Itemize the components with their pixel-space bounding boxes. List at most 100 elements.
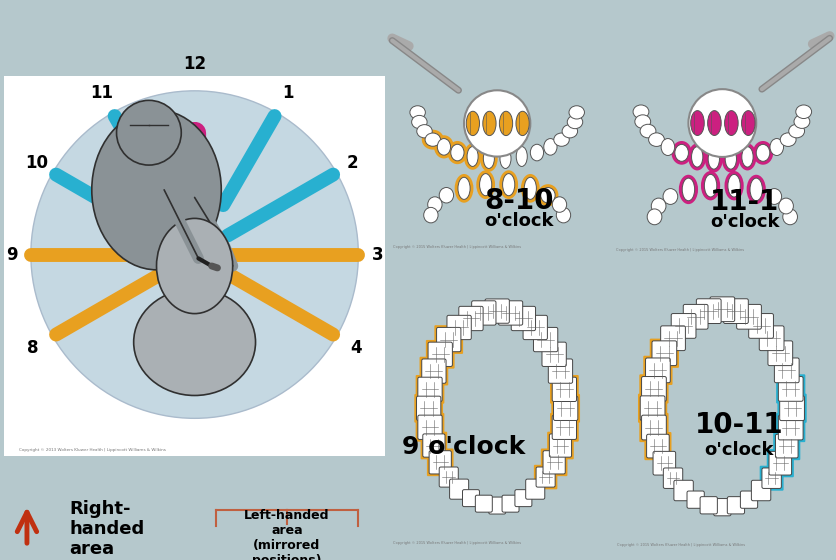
FancyBboxPatch shape bbox=[535, 467, 554, 487]
Text: Right-
handed
area: Right- handed area bbox=[69, 500, 145, 558]
Text: 8: 8 bbox=[28, 339, 38, 357]
FancyBboxPatch shape bbox=[472, 301, 496, 325]
Ellipse shape bbox=[457, 178, 470, 199]
FancyBboxPatch shape bbox=[542, 342, 566, 366]
Ellipse shape bbox=[782, 209, 797, 225]
FancyBboxPatch shape bbox=[426, 340, 454, 368]
Ellipse shape bbox=[515, 111, 528, 136]
Ellipse shape bbox=[427, 197, 441, 212]
Ellipse shape bbox=[646, 209, 661, 225]
FancyBboxPatch shape bbox=[644, 432, 670, 460]
Ellipse shape bbox=[416, 125, 431, 138]
Text: Copyright © 2015 Wolters Kluwer Health | Lippincott Williams & Wilkins: Copyright © 2015 Wolters Kluwer Health |… bbox=[393, 541, 521, 545]
FancyBboxPatch shape bbox=[416, 396, 441, 421]
Text: 4: 4 bbox=[350, 339, 362, 357]
FancyBboxPatch shape bbox=[552, 415, 576, 440]
FancyBboxPatch shape bbox=[415, 413, 444, 442]
FancyBboxPatch shape bbox=[417, 377, 441, 402]
Ellipse shape bbox=[632, 105, 648, 119]
Ellipse shape bbox=[502, 174, 514, 195]
FancyBboxPatch shape bbox=[673, 480, 692, 501]
Text: o'clock: o'clock bbox=[484, 212, 553, 230]
Ellipse shape bbox=[540, 188, 554, 203]
FancyBboxPatch shape bbox=[543, 451, 564, 474]
Text: Copyright © 2015 Wolters Kluwer Health | Lippincott Williams & Wilkins: Copyright © 2015 Wolters Kluwer Health |… bbox=[616, 543, 744, 547]
FancyBboxPatch shape bbox=[176, 274, 213, 312]
Text: 3: 3 bbox=[371, 246, 383, 264]
Ellipse shape bbox=[670, 141, 691, 165]
Ellipse shape bbox=[454, 174, 473, 203]
FancyBboxPatch shape bbox=[434, 325, 462, 354]
FancyBboxPatch shape bbox=[417, 415, 441, 440]
FancyBboxPatch shape bbox=[4, 76, 385, 456]
FancyBboxPatch shape bbox=[670, 314, 695, 338]
FancyBboxPatch shape bbox=[696, 299, 721, 324]
Ellipse shape bbox=[681, 178, 694, 200]
FancyBboxPatch shape bbox=[686, 491, 703, 508]
FancyBboxPatch shape bbox=[775, 374, 804, 404]
Ellipse shape bbox=[737, 143, 756, 170]
FancyBboxPatch shape bbox=[421, 359, 446, 383]
Ellipse shape bbox=[425, 133, 440, 146]
FancyBboxPatch shape bbox=[439, 467, 458, 487]
FancyBboxPatch shape bbox=[682, 305, 707, 329]
FancyBboxPatch shape bbox=[420, 432, 446, 459]
FancyBboxPatch shape bbox=[422, 434, 445, 457]
Ellipse shape bbox=[436, 138, 450, 155]
FancyBboxPatch shape bbox=[514, 489, 531, 507]
FancyBboxPatch shape bbox=[525, 479, 544, 499]
Ellipse shape bbox=[482, 111, 496, 136]
Ellipse shape bbox=[423, 207, 437, 223]
Ellipse shape bbox=[700, 171, 719, 200]
FancyBboxPatch shape bbox=[475, 495, 492, 512]
Ellipse shape bbox=[741, 147, 752, 167]
FancyBboxPatch shape bbox=[640, 396, 664, 421]
Ellipse shape bbox=[704, 174, 716, 197]
FancyBboxPatch shape bbox=[643, 356, 672, 385]
FancyBboxPatch shape bbox=[777, 376, 802, 402]
Ellipse shape bbox=[421, 130, 443, 150]
FancyBboxPatch shape bbox=[645, 358, 670, 382]
Ellipse shape bbox=[439, 188, 453, 203]
Ellipse shape bbox=[476, 170, 494, 199]
Ellipse shape bbox=[466, 111, 479, 136]
Ellipse shape bbox=[499, 170, 517, 199]
FancyBboxPatch shape bbox=[429, 451, 451, 474]
FancyBboxPatch shape bbox=[436, 328, 461, 352]
FancyBboxPatch shape bbox=[775, 413, 804, 442]
Ellipse shape bbox=[482, 148, 494, 169]
Ellipse shape bbox=[691, 147, 702, 167]
FancyBboxPatch shape bbox=[449, 479, 468, 499]
Ellipse shape bbox=[134, 289, 255, 395]
Ellipse shape bbox=[530, 144, 543, 161]
FancyBboxPatch shape bbox=[758, 326, 783, 351]
Ellipse shape bbox=[704, 146, 722, 172]
FancyBboxPatch shape bbox=[773, 358, 798, 382]
Ellipse shape bbox=[537, 184, 558, 206]
FancyBboxPatch shape bbox=[713, 498, 730, 516]
Text: Left-handed
area
(mirrored
positions): Left-handed area (mirrored positions) bbox=[244, 508, 329, 560]
FancyBboxPatch shape bbox=[414, 394, 442, 423]
FancyBboxPatch shape bbox=[772, 432, 799, 460]
FancyBboxPatch shape bbox=[426, 449, 453, 476]
FancyBboxPatch shape bbox=[726, 497, 744, 514]
FancyBboxPatch shape bbox=[646, 434, 669, 458]
Ellipse shape bbox=[724, 171, 743, 200]
Ellipse shape bbox=[451, 144, 463, 161]
Ellipse shape bbox=[707, 149, 719, 169]
FancyBboxPatch shape bbox=[761, 468, 780, 488]
FancyBboxPatch shape bbox=[511, 306, 535, 330]
Text: Copyright © 2015 Wolters Kluwer Health | Lippincott Williams & Wilkins: Copyright © 2015 Wolters Kluwer Health |… bbox=[393, 245, 521, 249]
FancyBboxPatch shape bbox=[777, 415, 802, 440]
Ellipse shape bbox=[156, 218, 232, 314]
FancyBboxPatch shape bbox=[462, 489, 479, 507]
Ellipse shape bbox=[463, 143, 481, 170]
Ellipse shape bbox=[520, 174, 539, 203]
Text: 8-10: 8-10 bbox=[484, 187, 553, 215]
Text: 9: 9 bbox=[6, 246, 18, 264]
Ellipse shape bbox=[741, 111, 754, 136]
Ellipse shape bbox=[447, 141, 466, 164]
Text: 2: 2 bbox=[347, 154, 359, 172]
Ellipse shape bbox=[777, 198, 793, 214]
FancyBboxPatch shape bbox=[415, 375, 444, 404]
